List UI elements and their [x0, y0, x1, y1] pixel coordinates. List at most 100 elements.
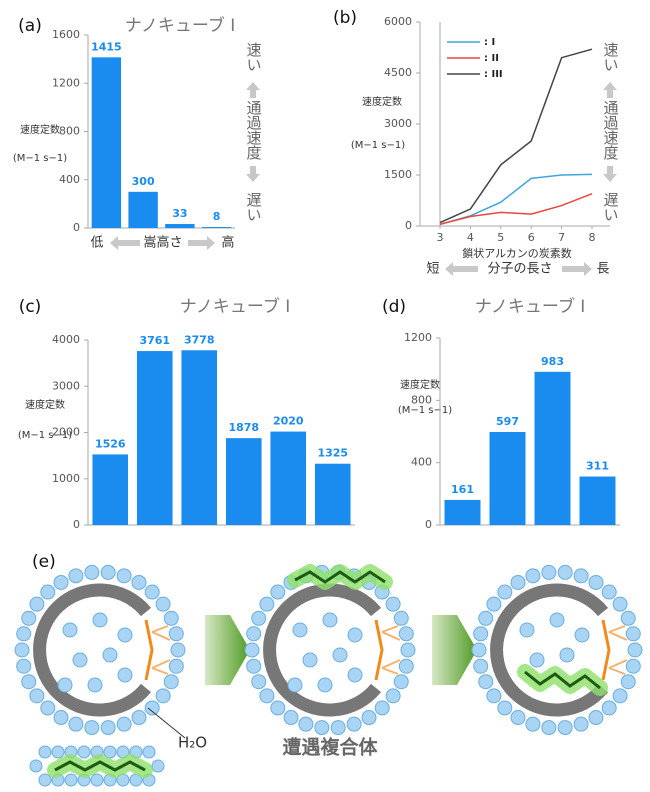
water-molecule — [244, 642, 260, 658]
water-molecule — [557, 564, 573, 580]
water-molecule — [400, 642, 416, 658]
water-molecule — [612, 596, 628, 612]
y-tick-label: 1200 — [52, 76, 80, 89]
y-axis-unit: (M−1 s−1) — [351, 140, 405, 151]
water-molecule — [557, 720, 573, 736]
guest-chain — [54, 760, 146, 772]
panel-label: (d) — [382, 297, 406, 317]
water-molecule — [259, 596, 275, 612]
x-tick-label: 3 — [437, 231, 444, 244]
pointer — [147, 707, 186, 739]
legend-label: : III — [484, 69, 503, 80]
water-molecule — [151, 759, 165, 773]
value-label: 983 — [541, 355, 564, 368]
y-tick-label: 0 — [425, 518, 432, 531]
water-molecule — [620, 674, 636, 690]
water-molecule — [471, 642, 487, 658]
water-molecule — [330, 720, 346, 736]
side-annotation: 遅い — [602, 192, 620, 222]
water-molecule — [103, 745, 117, 759]
bar — [91, 57, 122, 228]
water-molecule — [168, 626, 184, 642]
y-axis-label: 速度定数 — [20, 123, 60, 136]
water-molecule — [57, 677, 73, 693]
water-molecule — [298, 716, 314, 732]
water-molecule — [51, 745, 65, 759]
linker — [601, 619, 611, 681]
water-molecule — [574, 627, 590, 643]
bar — [92, 454, 129, 525]
water-label: H₂O — [178, 734, 207, 752]
water-molecule — [374, 700, 390, 716]
water-molecule — [620, 610, 636, 626]
water-molecule — [14, 642, 30, 658]
water-molecule — [163, 674, 179, 690]
y-tick-label: 1200 — [404, 331, 432, 344]
y-tick-label: 3000 — [384, 117, 412, 130]
linker — [374, 619, 384, 681]
chart-title: ナノキューブ I — [475, 296, 586, 317]
water-molecule — [529, 652, 545, 668]
value-label: 3778 — [184, 333, 215, 346]
water-molecule — [21, 610, 37, 626]
y-tick-label: 3000 — [52, 379, 80, 392]
water-molecule — [292, 622, 308, 638]
chart-title: ナノキューブ I — [125, 15, 236, 36]
water-molecule — [155, 596, 171, 612]
value-label: 1526 — [95, 437, 126, 450]
water-molecule — [612, 688, 628, 704]
water-molecule — [170, 642, 186, 658]
bar — [136, 351, 173, 525]
water-molecule — [163, 610, 179, 626]
water-molecule — [53, 574, 69, 590]
water-molecule — [251, 610, 267, 626]
y-tick-label: 800 — [59, 125, 80, 138]
y-axis-unit: (M−1 s−1) — [18, 430, 72, 441]
value-label: 2020 — [273, 415, 304, 428]
y-tick-label: 4000 — [52, 333, 80, 346]
value-label: 161 — [451, 483, 474, 496]
side-annotation: 遅い — [245, 192, 263, 222]
water-molecule — [102, 647, 118, 663]
water-molecule — [497, 700, 513, 716]
water-molecule — [541, 564, 557, 580]
y-axis-unit: (M−1 s−1) — [13, 153, 67, 164]
bar — [165, 224, 195, 228]
x-tick-label: 8 — [589, 231, 596, 244]
value-label: 300 — [132, 175, 155, 188]
water-molecule — [40, 584, 56, 600]
water-molecule — [29, 688, 45, 704]
water-molecule — [90, 773, 104, 787]
series-line — [439, 193, 593, 226]
water-molecule — [84, 720, 100, 736]
water-molecule — [510, 574, 526, 590]
water-molecule — [142, 745, 156, 759]
water-molecule — [53, 710, 69, 726]
y-tick-label: 1600 — [52, 28, 80, 41]
y-tick-label: 6000 — [384, 15, 412, 28]
water-molecule — [270, 700, 286, 716]
bar — [579, 476, 616, 525]
bar — [489, 431, 526, 525]
water-molecule — [317, 677, 333, 693]
panel-label: (b) — [333, 8, 357, 28]
water-molecule — [64, 773, 78, 787]
y-tick-label: 800 — [411, 393, 432, 406]
caption: 遭遇複合体 — [282, 736, 378, 759]
water-molecule — [131, 710, 147, 726]
x-annotation: 長 — [596, 262, 609, 277]
water-molecule — [559, 647, 575, 663]
bar — [128, 191, 158, 228]
x-annotation: 短 — [426, 262, 439, 277]
x-annotation: 高 — [221, 235, 234, 251]
water-molecule — [16, 626, 32, 642]
side-annotation: 速い — [245, 42, 263, 72]
y-tick-label: 1000 — [52, 472, 80, 485]
value-label: 1325 — [317, 447, 348, 460]
water-molecule — [116, 716, 132, 732]
water-molecule — [287, 677, 303, 693]
water-molecule — [332, 647, 348, 663]
panel-label: (a) — [18, 16, 42, 36]
guest-chain — [294, 570, 386, 584]
panel-label: (c) — [19, 297, 42, 317]
